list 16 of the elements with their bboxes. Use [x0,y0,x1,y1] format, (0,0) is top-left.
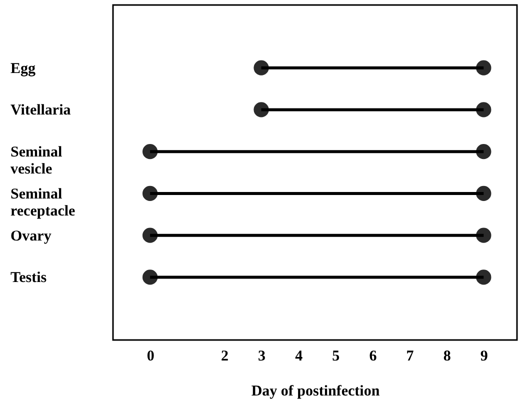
y-tick-label: Seminal vesicle [10,144,62,178]
x-tick-label: 6 [369,348,378,364]
x-tick-label: 4 [295,348,304,364]
x-tick-label: 9 [480,348,488,364]
y-tick-label: Seminal receptacle [10,186,76,220]
y-tick-label: Egg [10,60,36,77]
x-tick-label: 2 [220,348,228,364]
x-tick-label: 3 [258,348,266,364]
x-tick-label: 7 [406,348,414,364]
y-tick-label: Testis [10,270,47,286]
x-tick-label: 5 [332,348,340,364]
x-tick-label: 0 [146,348,154,364]
x-axis-title: Day of postinfection [251,384,380,400]
y-tick-label: Vitellaria [10,102,72,119]
x-tick-label: 8 [443,348,451,364]
y-tick-label: Ovary [10,228,52,244]
